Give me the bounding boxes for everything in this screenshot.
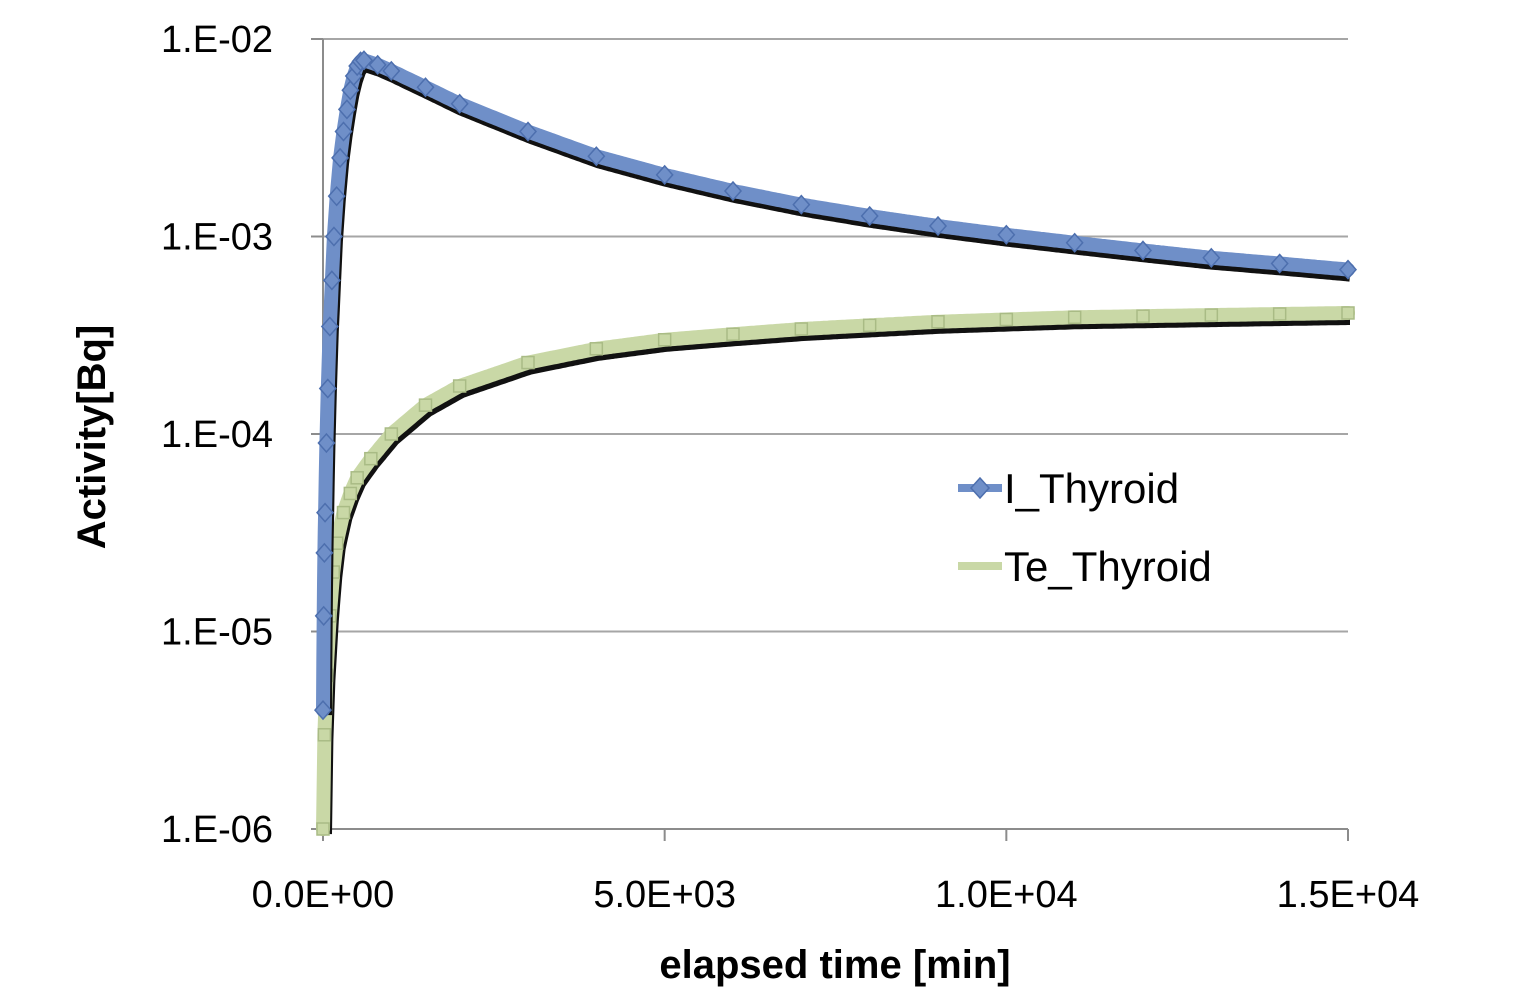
legend-label: Te_Thyroid bbox=[1004, 543, 1212, 590]
data-point-I_Thyroid bbox=[368, 54, 387, 75]
data-point-Te_Thyroid bbox=[316, 822, 330, 836]
data-point-Te_Thyroid bbox=[452, 379, 467, 393]
data-point-I_Thyroid bbox=[1202, 247, 1221, 268]
data-point-Te_Thyroid bbox=[589, 342, 604, 356]
series-I_Thyroid bbox=[313, 50, 1358, 721]
data-point-Te_Thyroid bbox=[726, 327, 740, 341]
data-point-I_Thyroid bbox=[416, 77, 435, 98]
data-point-Te_Thyroid bbox=[418, 398, 433, 412]
data-point-I_Thyroid bbox=[324, 226, 343, 247]
data-point-Te_Thyroid bbox=[317, 728, 332, 742]
data-point-I_Thyroid bbox=[587, 146, 606, 167]
data-point-I_Thyroid bbox=[334, 121, 353, 142]
x-tick-label: 0.0E+00 bbox=[252, 874, 395, 916]
data-point-Te_Thyroid bbox=[384, 427, 399, 441]
legend-entry-I_Thyroid: I_Thyroid bbox=[958, 465, 1179, 512]
data-point-I_Thyroid bbox=[315, 542, 334, 564]
data-point-Te_Thyroid bbox=[657, 333, 672, 347]
data-point-Te_Thyroid bbox=[1204, 308, 1219, 322]
series-layer bbox=[313, 50, 1358, 836]
x-tick-label: 5.0E+03 bbox=[593, 874, 736, 916]
data-point-I_Thyroid bbox=[997, 224, 1016, 245]
y-tick-label: 1.E-02 bbox=[161, 19, 273, 61]
data-point-Te_Thyroid bbox=[336, 505, 351, 520]
data-point-Te_Thyroid bbox=[521, 355, 535, 370]
data-point-I_Thyroid bbox=[314, 605, 333, 626]
data-point-I_Thyroid bbox=[316, 502, 335, 523]
data-point-Te_Thyroid bbox=[1272, 307, 1287, 321]
data-point-I_Thyroid bbox=[331, 147, 350, 169]
x-tick-label: 1.5E+04 bbox=[1277, 874, 1420, 916]
data-point-Te_Thyroid bbox=[999, 312, 1014, 327]
data-point-I_Thyroid bbox=[337, 99, 356, 120]
tick-labels: 1.E-02 1.E-03 1.E-04 1.E-05 1.E-06 0.0E+00 5.0… bbox=[161, 19, 1419, 916]
legend-entry-Te_Thyroid: Te_Thyroid bbox=[958, 543, 1212, 590]
legend: I_Thyroid Te_Thyroid bbox=[958, 465, 1212, 590]
data-point-Te_Thyroid bbox=[1067, 310, 1082, 325]
data-point-Te_Thyroid bbox=[343, 486, 358, 501]
data-point-I_Thyroid bbox=[382, 60, 401, 81]
data-point-I_Thyroid bbox=[723, 180, 743, 202]
data-point-Te_Thyroid bbox=[862, 318, 877, 333]
series-line-Te_Thyroid bbox=[316, 306, 1355, 836]
data-point-Te_Thyroid bbox=[350, 471, 364, 485]
data-point-I_Thyroid bbox=[322, 270, 341, 291]
data-point-I_Thyroid bbox=[1270, 253, 1289, 274]
x-axis-title: elapsed time [min] bbox=[659, 943, 1010, 987]
data-point-I_Thyroid bbox=[1065, 232, 1084, 253]
data-point-I_Thyroid bbox=[317, 432, 336, 454]
data-point-I_Thyroid bbox=[1338, 259, 1358, 280]
data-point-Te_Thyroid bbox=[1136, 309, 1150, 323]
data-point-I_Thyroid bbox=[313, 699, 333, 721]
legend-label: I_Thyroid bbox=[1004, 465, 1179, 512]
y-axis-title: Activity[Bq] bbox=[70, 325, 114, 549]
series-Te_Thyroid bbox=[316, 306, 1355, 836]
y-tick-label: 1.E-05 bbox=[161, 612, 273, 654]
data-point-I_Thyroid bbox=[318, 378, 337, 399]
gridlines bbox=[323, 38, 1348, 830]
data-point-I_Thyroid bbox=[928, 215, 948, 237]
y-tick-label: 1.E-06 bbox=[161, 809, 273, 851]
data-point-I_Thyroid bbox=[1133, 240, 1153, 261]
axes bbox=[311, 38, 1349, 841]
data-point-I_Thyroid bbox=[655, 164, 674, 186]
data-point-I_Thyroid bbox=[341, 80, 360, 101]
data-point-I_Thyroid bbox=[327, 186, 346, 207]
x-tick-label: 1.0E+04 bbox=[935, 874, 1078, 916]
data-point-Te_Thyroid bbox=[364, 451, 378, 466]
y-tick-label: 1.E-04 bbox=[161, 414, 273, 456]
data-point-Te_Thyroid bbox=[931, 315, 945, 329]
data-point-I_Thyroid bbox=[320, 316, 339, 337]
legend-marker bbox=[969, 476, 991, 500]
data-point-I_Thyroid bbox=[518, 121, 538, 142]
data-point-I_Thyroid bbox=[860, 205, 879, 227]
y-tick-label: 1.E-03 bbox=[161, 217, 273, 259]
data-point-Te_Thyroid bbox=[1341, 306, 1355, 320]
data-point-I_Thyroid bbox=[792, 194, 811, 215]
data-point-I_Thyroid bbox=[354, 50, 374, 71]
data-point-I_Thyroid bbox=[450, 93, 469, 114]
data-point-Te_Thyroid bbox=[794, 322, 809, 336]
